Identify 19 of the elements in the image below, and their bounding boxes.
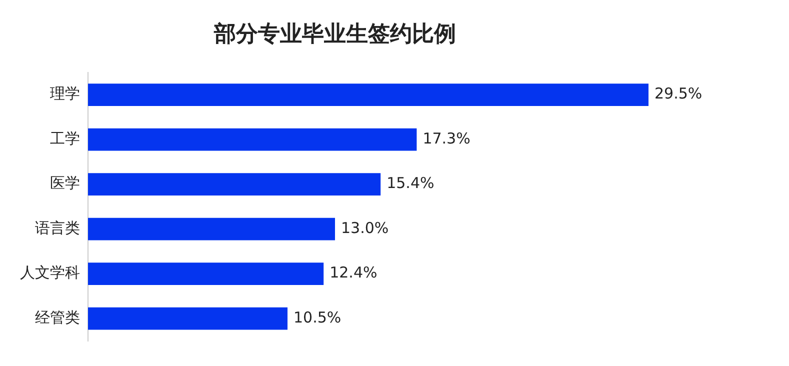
y-tick-label: 人文学科 <box>20 264 80 282</box>
y-tick-label: 医学 <box>50 174 80 192</box>
bar <box>88 262 324 286</box>
data-label: 17.3% <box>422 129 470 148</box>
chart-title: 部分专业毕业生签约比例 <box>213 20 456 47</box>
data-label: 12.4% <box>330 264 378 282</box>
y-tick-label: 工学 <box>50 129 80 148</box>
data-label: 10.5% <box>294 308 342 327</box>
bar <box>88 307 288 330</box>
data-label: 29.5% <box>654 84 702 103</box>
y-tick-label: 理学 <box>50 84 80 103</box>
data-label: 15.4% <box>386 174 434 192</box>
data-label: 13.0% <box>341 218 389 237</box>
bar <box>88 84 648 106</box>
y-tick-label: 语言类 <box>35 218 80 237</box>
bar <box>88 218 335 240</box>
bar <box>88 173 381 196</box>
bar <box>88 128 417 151</box>
y-tick-label: 经管类 <box>35 308 80 327</box>
